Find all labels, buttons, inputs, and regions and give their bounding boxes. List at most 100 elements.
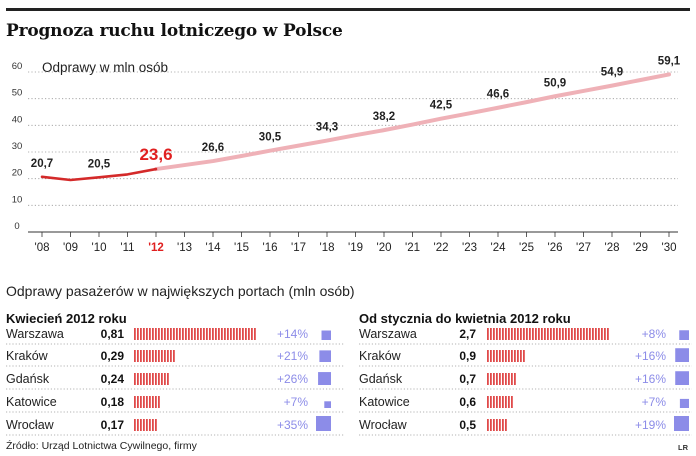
- bar-stripe: [140, 350, 142, 362]
- bar-stripe: [152, 396, 154, 408]
- bar-stripe: [589, 328, 591, 340]
- bar-stripe: [143, 373, 145, 385]
- bar-stripe: [164, 373, 166, 385]
- bar-stripe: [134, 350, 136, 362]
- bar-stripe: [158, 373, 160, 385]
- change-square: [674, 416, 689, 431]
- bar-stripe: [251, 328, 253, 340]
- x-tick-label: '21: [405, 242, 420, 254]
- bar-stripe: [224, 328, 226, 340]
- bar-stripe: [209, 328, 211, 340]
- bar-stripe: [502, 350, 504, 362]
- bar-stripe: [137, 419, 139, 431]
- data-label: 34,3: [316, 122, 338, 134]
- bar-stripe: [152, 419, 154, 431]
- change-square: [318, 372, 331, 385]
- data-label: 23,6: [139, 145, 172, 164]
- bar-stripe: [535, 328, 537, 340]
- x-tick-label: '25: [519, 242, 534, 254]
- bar-stripe: [514, 373, 516, 385]
- bar-stripe: [502, 328, 504, 340]
- bar-stripe: [487, 350, 489, 362]
- bar: [487, 350, 525, 362]
- change-square: [321, 330, 331, 340]
- bar-stripe: [586, 328, 588, 340]
- data-label: 20,7: [31, 158, 53, 170]
- chart-title: Prognoza ruchu lotniczego w Polsce: [6, 21, 343, 41]
- bar-stripe: [523, 350, 525, 362]
- bar-stripe: [601, 328, 603, 340]
- bar-stripe: [496, 328, 498, 340]
- city-label: Wrocław: [359, 418, 408, 432]
- city-label: Gdańsk: [6, 372, 50, 386]
- bar-stripe: [149, 328, 151, 340]
- x-tick-label: '10: [92, 242, 107, 254]
- bar-stripe: [182, 328, 184, 340]
- bar-stripe: [149, 419, 151, 431]
- bar-stripe: [514, 328, 516, 340]
- bar: [487, 373, 516, 385]
- y-tick-label: 20: [12, 168, 23, 179]
- bar-stripe: [550, 328, 552, 340]
- bar-stripe: [490, 396, 492, 408]
- bar-stripe: [529, 328, 531, 340]
- bar-stripe: [508, 373, 510, 385]
- forecast-line: [154, 72, 671, 172]
- bar-stripe: [514, 350, 516, 362]
- bar: [134, 396, 160, 408]
- bar-stripe: [233, 328, 235, 340]
- change-label: +35%: [277, 418, 308, 432]
- bar-stripe: [152, 373, 154, 385]
- bar-stripe: [155, 396, 157, 408]
- bar-stripe: [143, 419, 145, 431]
- bar-stripe: [197, 328, 199, 340]
- bar-stripe: [553, 328, 555, 340]
- city-label: Warszawa: [359, 327, 417, 341]
- bar-stripe: [508, 396, 510, 408]
- change-label: +21%: [277, 349, 308, 363]
- bar-stripe: [218, 328, 220, 340]
- bar-stripe: [490, 419, 492, 431]
- bar-stripe: [487, 373, 489, 385]
- bar: [134, 328, 256, 340]
- change-label: +8%: [642, 327, 667, 341]
- bar-stripe: [248, 328, 250, 340]
- value-label: 0,5: [459, 418, 476, 432]
- bar-stripe: [140, 373, 142, 385]
- x-tick-label: '28: [605, 242, 620, 254]
- bar-stripe: [143, 350, 145, 362]
- x-tick-label: '19: [348, 242, 363, 254]
- bar-stripe: [137, 328, 139, 340]
- x-tick-label: '23: [462, 242, 477, 254]
- bar-stripe: [158, 396, 160, 408]
- value-label: 0,9: [459, 349, 476, 363]
- value-label: 0,18: [101, 395, 125, 409]
- panel-april-title: Kwiecień 2012 roku: [6, 311, 127, 326]
- bar-stripe: [155, 328, 157, 340]
- x-tick-label: '13: [177, 242, 192, 254]
- x-tick-label: '11: [120, 242, 134, 254]
- bar-stripe: [245, 328, 247, 340]
- bar-stripe: [487, 328, 489, 340]
- bar-stripe: [140, 328, 142, 340]
- bar-stripe: [143, 328, 145, 340]
- bar-stripe: [502, 396, 504, 408]
- value-label: 0,24: [101, 372, 125, 386]
- bar-stripe: [508, 328, 510, 340]
- bar-stripe: [490, 373, 492, 385]
- bar-stripe: [493, 373, 495, 385]
- change-square: [675, 348, 689, 362]
- bar-stripe: [134, 396, 136, 408]
- bar-stripe: [544, 328, 546, 340]
- value-label: 0,6: [459, 395, 476, 409]
- city-label: Katowice: [359, 395, 410, 409]
- bar-stripe: [146, 350, 148, 362]
- bar-stripe: [137, 396, 139, 408]
- bar-stripe: [173, 328, 175, 340]
- change-square: [316, 416, 331, 431]
- bar: [487, 328, 609, 340]
- bar-stripe: [158, 328, 160, 340]
- top-rule: [6, 8, 690, 11]
- bar-stripe: [526, 328, 528, 340]
- bar-stripe: [541, 328, 543, 340]
